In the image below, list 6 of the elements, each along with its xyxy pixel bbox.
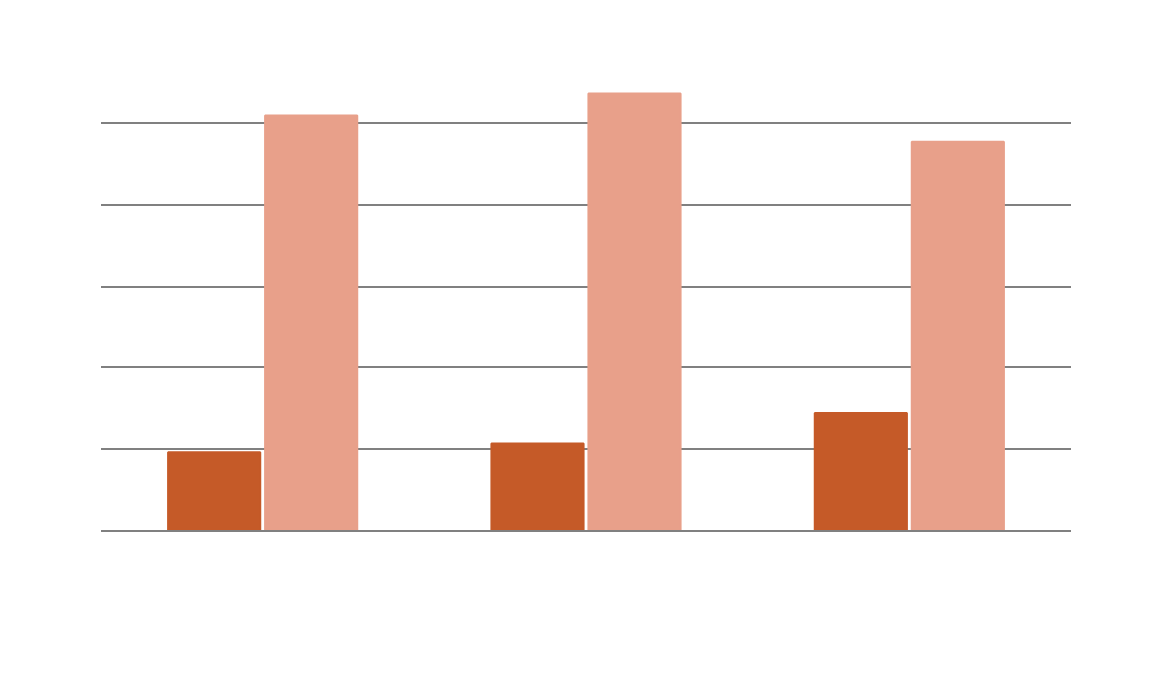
bar — [167, 451, 262, 531]
bar — [813, 411, 908, 531]
bar — [910, 140, 1005, 531]
bar — [264, 114, 359, 531]
bar — [490, 442, 585, 531]
bar — [587, 92, 682, 531]
